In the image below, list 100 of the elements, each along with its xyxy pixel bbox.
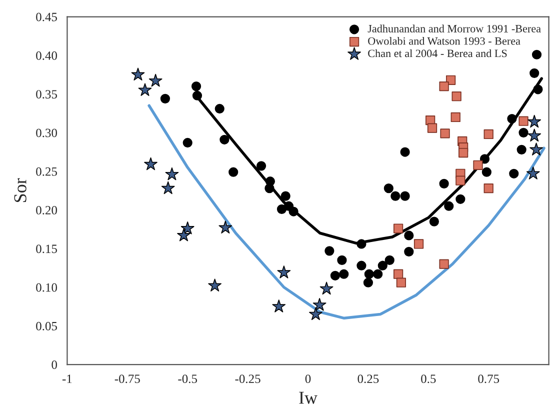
y-tick-label: 0.30 bbox=[36, 128, 57, 138]
point bbox=[384, 255, 394, 266]
x-tick-label: -1 bbox=[62, 374, 72, 383]
point bbox=[532, 50, 542, 60]
point bbox=[364, 269, 374, 279]
point bbox=[363, 278, 374, 288]
point bbox=[208, 278, 222, 292]
point bbox=[144, 157, 158, 170]
point bbox=[414, 239, 424, 249]
point bbox=[228, 167, 238, 177]
y-tick-label: 0.25 bbox=[36, 167, 57, 176]
point bbox=[312, 298, 326, 311]
point bbox=[277, 266, 291, 278]
point bbox=[218, 220, 232, 234]
y-tick-label: 0.45 bbox=[36, 12, 57, 22]
point bbox=[404, 230, 414, 240]
x-axis-title: Iw bbox=[299, 392, 318, 404]
point bbox=[429, 216, 439, 226]
point bbox=[339, 269, 349, 279]
point bbox=[507, 114, 517, 124]
point bbox=[324, 246, 334, 256]
point bbox=[473, 160, 483, 170]
point bbox=[165, 167, 179, 180]
point bbox=[378, 260, 388, 270]
y-tick-label: 0.40 bbox=[36, 51, 57, 60]
legend-label: Owolabi and Watson 1993 - Berea bbox=[368, 36, 520, 45]
point bbox=[400, 191, 410, 201]
point bbox=[530, 142, 543, 156]
point bbox=[518, 116, 528, 126]
y-tick-label: 0.10 bbox=[36, 283, 57, 292]
point bbox=[309, 307, 322, 320]
point bbox=[439, 82, 449, 92]
point bbox=[480, 154, 490, 164]
point bbox=[526, 166, 540, 180]
y-tick-label: 0 bbox=[52, 360, 57, 369]
point bbox=[161, 181, 175, 194]
point bbox=[440, 128, 450, 138]
point bbox=[400, 147, 410, 157]
point bbox=[393, 269, 404, 279]
point bbox=[516, 144, 526, 154]
line-series bbox=[148, 104, 546, 320]
point bbox=[528, 114, 542, 128]
point bbox=[452, 92, 462, 102]
point bbox=[456, 194, 466, 204]
point bbox=[509, 168, 519, 178]
point bbox=[280, 191, 290, 201]
x-tick-label: 0 bbox=[305, 374, 311, 384]
point bbox=[337, 255, 347, 266]
legend-label: Jadhunandan and Morrow 1991 -Berea bbox=[368, 24, 541, 32]
point bbox=[191, 82, 202, 92]
point bbox=[533, 84, 543, 94]
point bbox=[356, 260, 366, 270]
point bbox=[177, 228, 190, 242]
point bbox=[138, 83, 152, 96]
point bbox=[396, 278, 406, 288]
point bbox=[530, 68, 540, 78]
point bbox=[393, 224, 404, 234]
point bbox=[482, 167, 492, 177]
point bbox=[160, 94, 170, 104]
x-tick-label: 0.75 bbox=[478, 374, 500, 384]
x-tick-label: 0.5 bbox=[421, 374, 436, 384]
point bbox=[484, 184, 494, 194]
point bbox=[390, 191, 400, 201]
point bbox=[518, 128, 528, 138]
y-axis-title: Sor bbox=[14, 178, 26, 202]
point bbox=[439, 259, 449, 269]
point bbox=[456, 176, 466, 186]
point bbox=[444, 201, 454, 211]
x-tick-label: -0.75 bbox=[114, 374, 140, 384]
point bbox=[180, 222, 194, 234]
point bbox=[528, 128, 542, 142]
y-tick-label: 0.35 bbox=[36, 90, 57, 99]
y-tick-label: 0.15 bbox=[36, 244, 57, 254]
point bbox=[148, 74, 162, 87]
point bbox=[356, 239, 366, 249]
point bbox=[256, 161, 266, 171]
point bbox=[192, 90, 202, 100]
point bbox=[214, 104, 224, 114]
point bbox=[264, 184, 274, 194]
point bbox=[384, 184, 394, 194]
point bbox=[288, 206, 298, 216]
point bbox=[320, 282, 334, 295]
point bbox=[220, 134, 230, 144]
point bbox=[373, 269, 383, 279]
point bbox=[439, 178, 449, 188]
point bbox=[450, 112, 460, 122]
point bbox=[458, 148, 468, 158]
point bbox=[330, 270, 340, 280]
x-tick-label: -0.25 bbox=[235, 374, 260, 384]
point bbox=[131, 68, 145, 80]
y-tick-label: 0.05 bbox=[36, 322, 57, 330]
point bbox=[272, 300, 286, 312]
legend-label: Chan et al 2004 - Berea and LS bbox=[368, 49, 507, 58]
point bbox=[276, 204, 287, 214]
x-tick-label: 0.25 bbox=[358, 374, 379, 384]
point bbox=[427, 123, 438, 133]
y-tick-label: 0.20 bbox=[36, 206, 57, 214]
point bbox=[182, 138, 192, 148]
point bbox=[484, 129, 494, 140]
point bbox=[404, 246, 414, 257]
